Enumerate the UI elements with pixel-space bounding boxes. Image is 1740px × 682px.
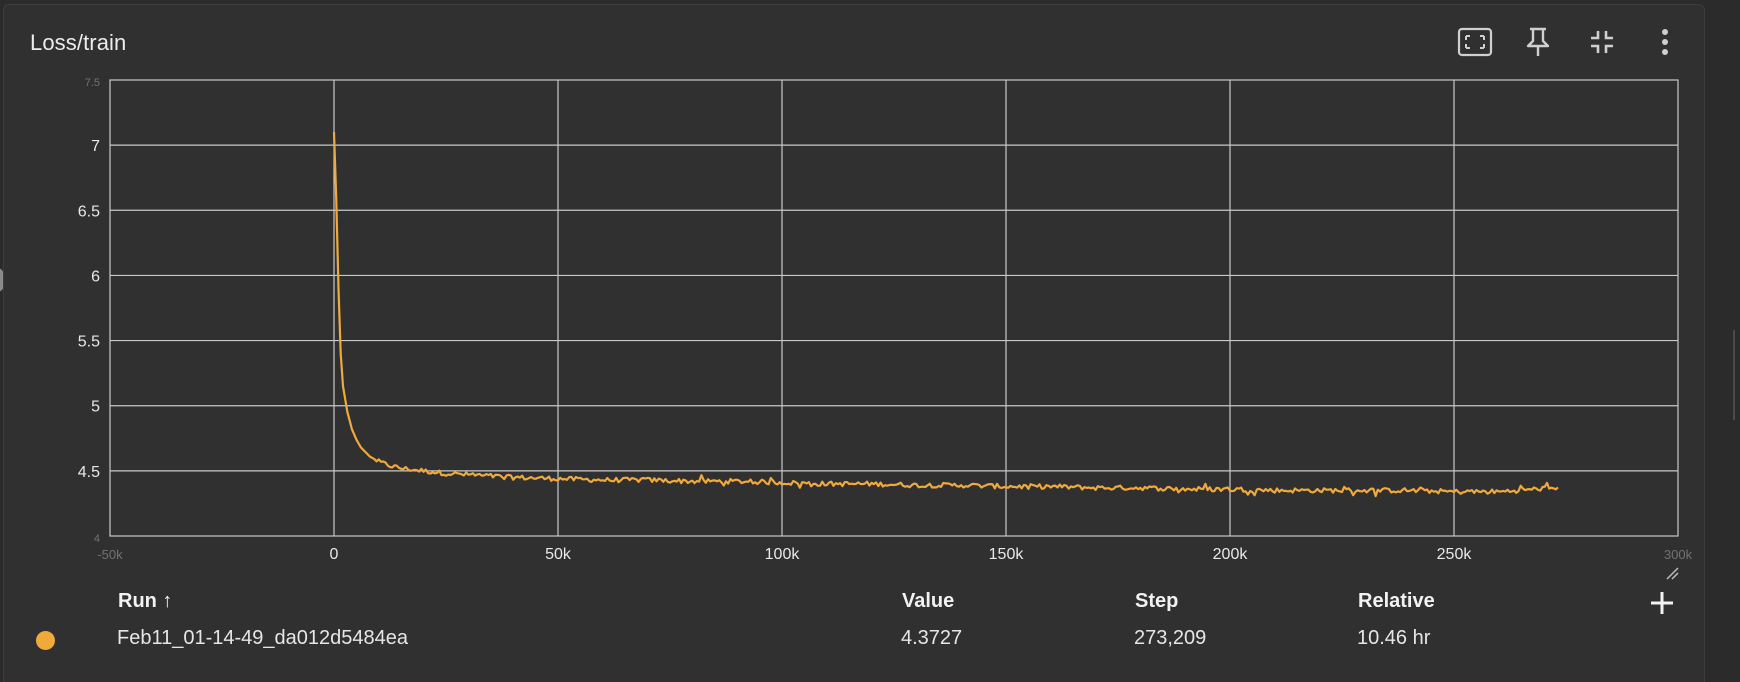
fit-domain-button[interactable] <box>1455 24 1495 60</box>
table-header-relative[interactable]: Relative <box>1358 590 1435 612</box>
x-tick-label: -50k <box>97 547 123 562</box>
run-relative-cell: 10.46 hr <box>1357 627 1431 649</box>
more-options-button[interactable] <box>1645 24 1685 60</box>
axes: -50k 0 50k 100k 150k 200k 250k 300k 4 4.5 5 5.5 6 6.5… <box>78 77 1693 563</box>
x-tick-label: 50k <box>545 546 572 563</box>
y-tick-label: 6.5 <box>78 203 100 220</box>
more-vert-icon <box>1662 29 1668 55</box>
run-step-cell: 273,209 <box>1134 627 1207 649</box>
run-name-cell: Feb11_01-14-49_da012d5484ea <box>117 627 409 649</box>
x-tick-label: 250k <box>1437 546 1473 563</box>
y-tick-label: 5.5 <box>78 334 100 351</box>
y-tick-label: 4.5 <box>78 464 100 481</box>
plus-icon <box>1651 592 1673 614</box>
series-layer <box>332 132 1559 498</box>
add-column-button[interactable] <box>1645 586 1679 620</box>
run-color-swatch <box>36 631 55 650</box>
resize-grip-icon[interactable] <box>1665 566 1679 580</box>
table-header-value[interactable]: Value <box>902 590 955 612</box>
x-tick-label: 0 <box>330 546 339 563</box>
collapse-button[interactable] <box>1582 24 1622 60</box>
y-tick-label: 7 <box>91 138 100 155</box>
card-title: Loss/train <box>30 30 127 55</box>
run-value-cell: 4.3727 <box>901 627 963 649</box>
x-tick-label: 300k <box>1664 547 1693 562</box>
pin-icon <box>1526 27 1550 56</box>
grid <box>109 79 1679 537</box>
collapse-icon <box>1591 31 1613 53</box>
plot-frame <box>109 79 1679 537</box>
pin-button[interactable] <box>1518 24 1558 60</box>
table-header-step[interactable]: Step <box>1135 590 1179 612</box>
y-tick-label: 6 <box>91 268 100 285</box>
x-tick-label: 100k <box>765 546 801 563</box>
x-tick-label: 200k <box>1213 546 1249 563</box>
scrollbar-track[interactable] <box>1733 330 1740 420</box>
scalar-card <box>3 4 1705 682</box>
series-line[interactable] <box>332 132 1559 498</box>
x-tick-label: 150k <box>989 546 1025 563</box>
y-tick-label: 4 <box>94 533 100 545</box>
table-header-run[interactable]: Run ↑ <box>118 590 173 612</box>
fit-domain-icon <box>1457 27 1493 57</box>
y-tick-label: 7.5 <box>85 77 100 89</box>
y-tick-label: 5 <box>91 399 100 416</box>
